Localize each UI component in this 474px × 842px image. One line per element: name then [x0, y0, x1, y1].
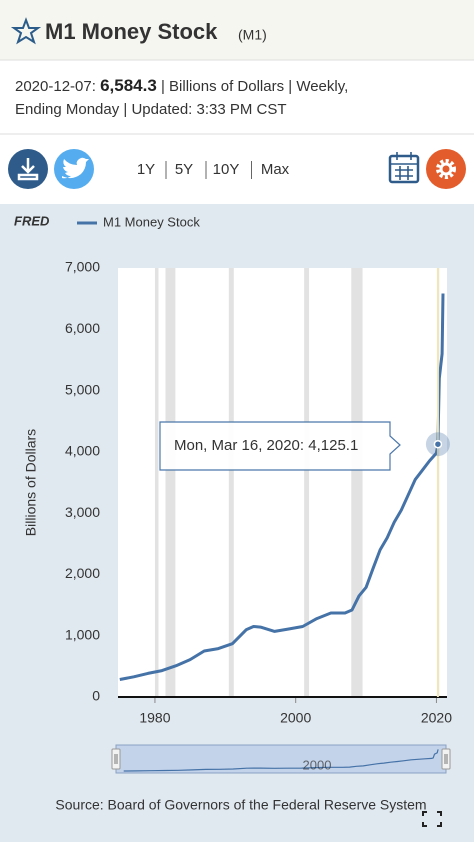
- y-tick-label: 2,000: [65, 565, 100, 581]
- calendar-button[interactable]: [388, 154, 420, 184]
- y-tick-label: 4,000: [65, 443, 100, 459]
- y-tick-label: 7,000: [65, 259, 100, 275]
- range-button[interactable]: Max: [261, 161, 290, 178]
- y-tick-label: 6,000: [65, 320, 100, 336]
- source-note: Source: Board of Governors of the Federa…: [55, 797, 426, 813]
- settings-button[interactable]: [426, 149, 466, 189]
- range-button[interactable]: 10Y: [213, 161, 240, 178]
- x-tick-label: 2000: [280, 710, 311, 726]
- navigator-line: [123, 749, 439, 772]
- gear-icon: [439, 162, 453, 176]
- tooltip-date: Mon, Mar 16, 2020:: [174, 437, 304, 454]
- tooltip-value: 4,125.1: [308, 437, 358, 454]
- y-tick-label: 3,000: [65, 504, 100, 520]
- y-tick-label: 5,000: [65, 381, 100, 397]
- tooltip-text: Mon, Mar 16, 2020: 4,125.1: [174, 437, 358, 454]
- info-line-2: Ending Monday | Updated: 3:33 PM CST: [15, 101, 287, 118]
- fullscreen-icon[interactable]: [422, 811, 442, 827]
- navigator-handle[interactable]: [441, 748, 451, 770]
- x-tick-label: 2020: [421, 710, 452, 726]
- info-date: 2020-12-07:: [15, 78, 96, 95]
- recession-band: [228, 268, 234, 697]
- navigator-label: 2000: [303, 757, 332, 772]
- series-id: (M1): [238, 27, 267, 43]
- x-tick-label: 1980: [139, 710, 170, 726]
- navigator-handle[interactable]: [111, 748, 121, 770]
- download-icon: [17, 158, 39, 181]
- info-line-1: 2020-12-07: 6,584.3 | Billions of Dollar…: [15, 76, 348, 95]
- y-tick-label: 0: [92, 688, 100, 704]
- recession-band: [351, 268, 363, 697]
- info-value: 6,584.3: [100, 76, 157, 95]
- series-line: [119, 293, 445, 681]
- tooltip-box: [159, 421, 401, 471]
- range-button[interactable]: 1Y: [137, 161, 155, 178]
- y-tick-label: 1,000: [65, 626, 100, 642]
- calendar-icon: [390, 152, 418, 180]
- gear-teeth: [436, 159, 456, 179]
- twitter-icon: [62, 157, 89, 179]
- plot: 0 1,000 2,000 3,000 4,000 5,000 6,000 7,000 1980…: [23, 214, 452, 774]
- recession-band: [304, 268, 310, 697]
- favorite-star[interactable]: [10, 17, 42, 45]
- recession-band: [154, 268, 159, 697]
- hover-point: [433, 439, 443, 449]
- y-axis-label: Billions of Dollars: [23, 429, 39, 536]
- range-selector: 1Y 5Y 10Y Max: [137, 161, 290, 179]
- fred-logo: FRED: [14, 213, 50, 228]
- header-bar: [0, 0, 474, 60]
- range-button[interactable]: 5Y: [175, 161, 193, 178]
- legend-label: M1 Money Stock: [103, 214, 200, 229]
- series-title: M1 Money Stock: [45, 19, 218, 44]
- info-units: | Billions of Dollars | Weekly,: [161, 78, 348, 95]
- recession-band: [165, 268, 176, 697]
